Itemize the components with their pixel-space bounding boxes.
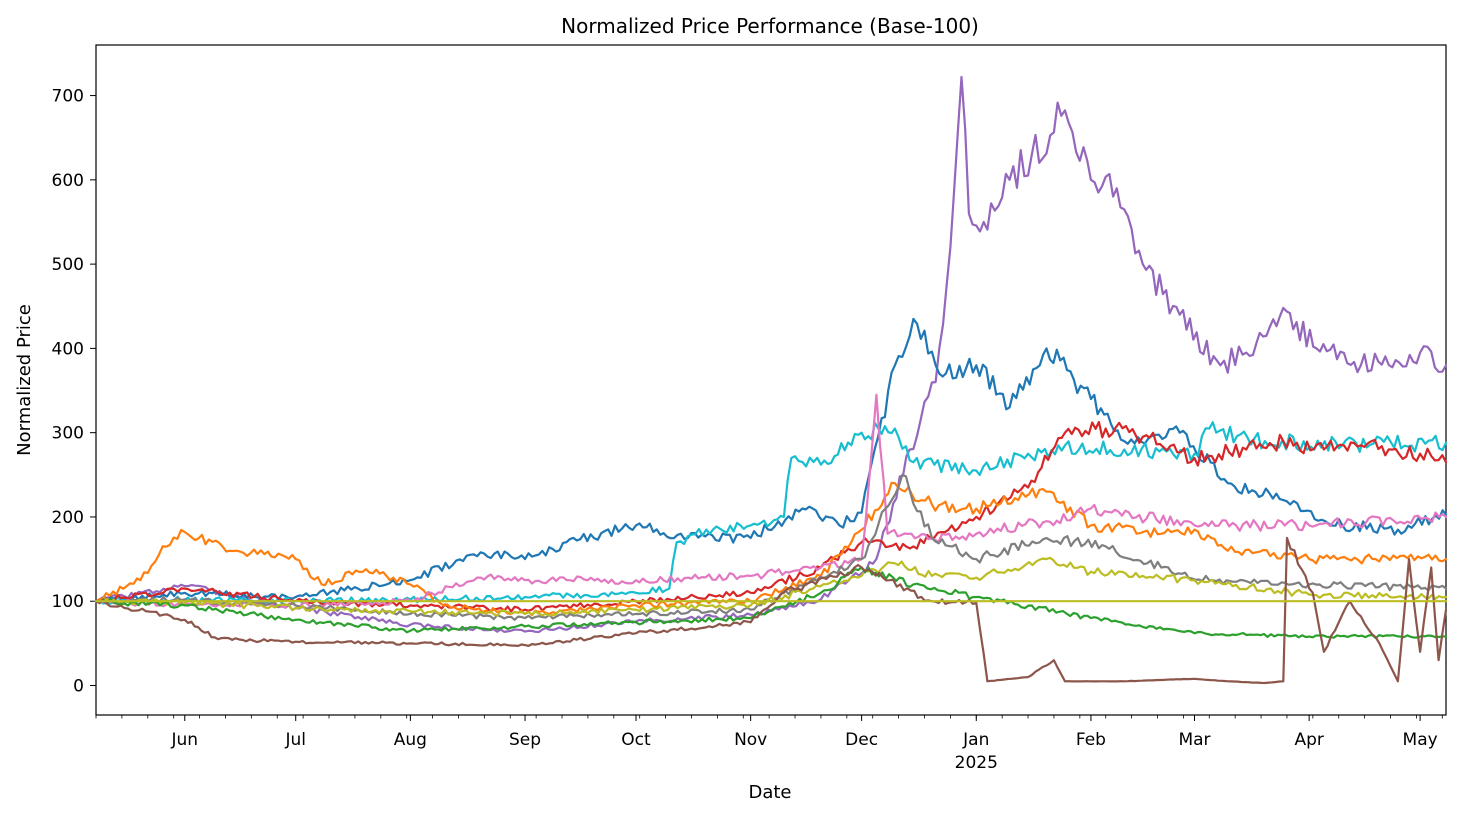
y-tick-label: 700 [52, 87, 84, 107]
plot-frame [95, 44, 1447, 716]
series-line-9 [94, 566, 1448, 640]
x-axis-label: Date [748, 782, 791, 803]
x-tick-label: Jun [170, 730, 198, 750]
y-tick-label: 400 [52, 339, 84, 359]
series-line-3 [94, 421, 1448, 605]
series-lines [94, 75, 1448, 685]
series-line-1 [94, 75, 1448, 634]
y-tick-label: 500 [52, 255, 84, 275]
x-tick-label: May [1403, 730, 1438, 750]
x-tick-label: Oct [621, 730, 651, 750]
y-tick-label: 600 [52, 171, 84, 191]
series-line-2 [94, 317, 1448, 605]
series-line-5 [94, 481, 1448, 617]
x-tick-label: Aug [394, 730, 427, 750]
x-tick-label: Mar [1178, 730, 1210, 750]
x-tick-label: Jul [284, 730, 306, 750]
y-axis-label: Normalized Price [14, 304, 35, 456]
series-line-4 [94, 420, 1448, 613]
x-tick-label: Apr [1294, 730, 1323, 750]
axes [95, 44, 1447, 716]
y-tick-label: 200 [52, 508, 84, 528]
ticks: 0 100 200 300 400 500 600 700 Jun Jul Aug Sep Oct Nov… [52, 87, 1443, 773]
x-tick-year-label: 2025 [955, 753, 998, 773]
series-line-6 [94, 393, 1448, 609]
chart-title: Normalized Price Performance (Base-100) [561, 14, 979, 38]
y-tick-label: 300 [52, 424, 84, 444]
series-line-8 [94, 556, 1448, 617]
x-tick-label: Dec [845, 730, 878, 750]
x-tick-label: Sep [509, 730, 541, 750]
y-tick-label: 0 [73, 677, 84, 697]
x-tick-label: Feb [1076, 730, 1106, 750]
y-tick-label: 100 [52, 592, 84, 612]
series-line-10 [94, 536, 1448, 685]
x-tick-label: Nov [734, 730, 767, 750]
x-tick-label: Jan [962, 730, 989, 750]
